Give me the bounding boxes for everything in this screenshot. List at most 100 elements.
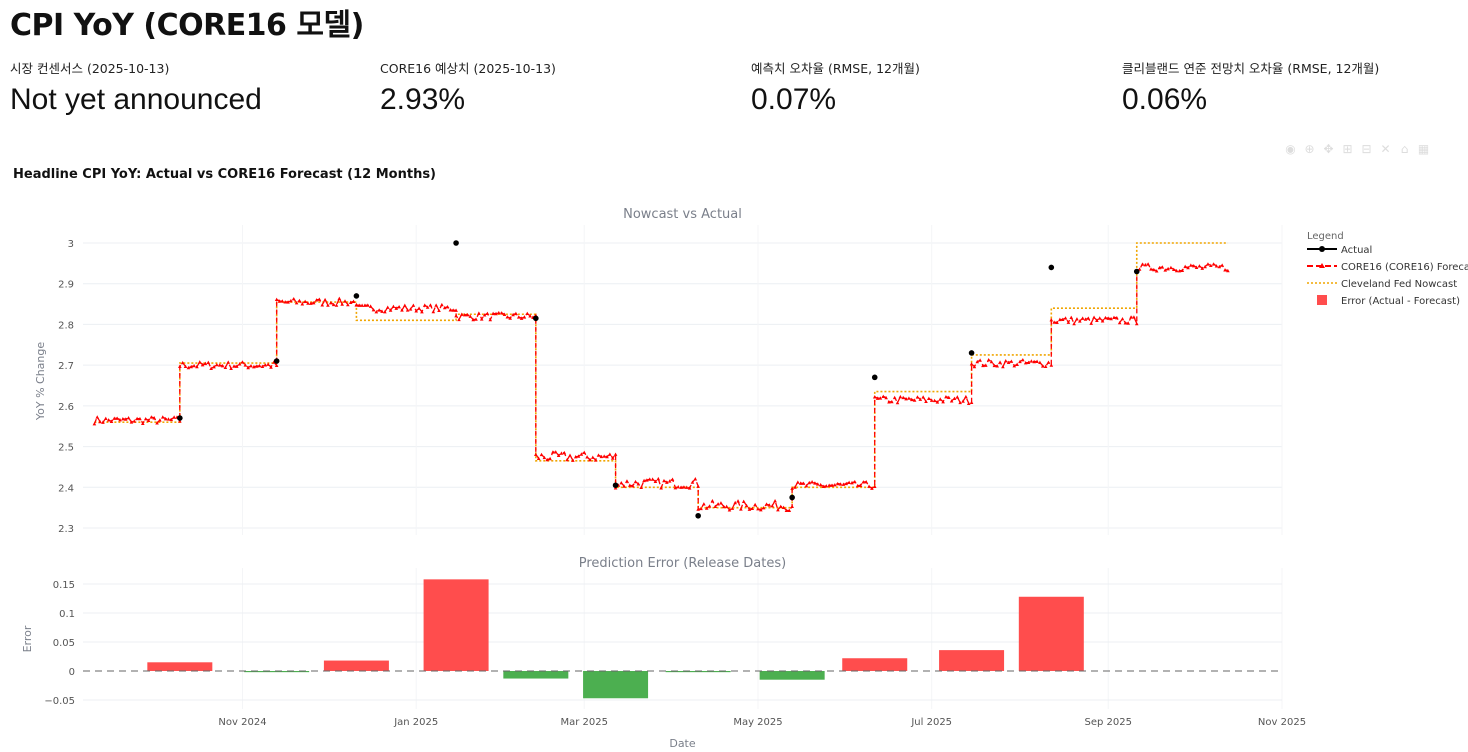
forecast-marker — [163, 416, 168, 421]
forecast-marker — [796, 480, 800, 484]
actual-point — [1048, 264, 1055, 271]
forecast-marker — [861, 480, 866, 484]
forecast-marker — [927, 396, 931, 400]
forecast-marker — [650, 477, 655, 481]
forecast-marker — [548, 456, 552, 461]
forecast-marker — [1223, 268, 1227, 272]
forecast-marker — [138, 416, 142, 421]
forecast-marker — [1058, 317, 1062, 322]
forecast-marker — [1169, 265, 1173, 270]
chart-figure[interactable]: 2.3 2.4 2.5 2.6 2.7 2.8 2.9 3 Nowcast vs Actual Y… — [0, 195, 1468, 752]
actual-point — [871, 374, 878, 381]
pan-icon[interactable]: ✥ — [1323, 142, 1334, 156]
forecast-marker — [212, 365, 216, 369]
metric-value: 0.07% — [751, 83, 837, 116]
forecast-marker — [1214, 264, 1219, 268]
forecast-marker — [872, 395, 877, 399]
forecast-marker — [1035, 359, 1039, 363]
forecast-marker — [334, 303, 339, 307]
metric-label: 시장 컨센서스 (2025-10-13) — [10, 61, 170, 76]
forecast-marker — [821, 484, 826, 488]
forecast-marker — [702, 502, 706, 506]
forecast-marker — [542, 455, 547, 460]
autoscale-icon[interactable]: ✕ — [1380, 142, 1391, 156]
forecast-marker — [887, 400, 891, 404]
forecast-marker — [126, 415, 131, 420]
forecast-marker — [713, 504, 718, 508]
forecast-marker — [593, 458, 598, 462]
forecast-marker — [875, 396, 880, 400]
forecast-marker — [1095, 318, 1099, 322]
forecast-marker — [872, 484, 877, 489]
forecast-marker — [636, 482, 641, 486]
legend-entry-label: Cleveland Fed Nowcast — [1341, 279, 1457, 290]
forecast-marker — [884, 395, 888, 400]
forecast-marker — [1066, 320, 1071, 324]
forecast-marker — [625, 479, 629, 483]
forecast-marker — [573, 454, 578, 459]
forecast-marker — [761, 506, 766, 510]
zoom-out-icon[interactable]: ⊟ — [1361, 142, 1372, 156]
forecast-marker — [1191, 263, 1196, 268]
forecast-marker — [915, 395, 920, 399]
forecast-marker — [351, 299, 356, 303]
forecast-marker — [403, 303, 407, 307]
forecast-marker — [357, 303, 362, 307]
error-bar — [842, 658, 908, 671]
forecast-marker — [1060, 317, 1065, 322]
forecast-marker — [459, 312, 464, 316]
camera-icon[interactable]: ◉ — [1285, 142, 1296, 156]
forecast-marker — [907, 396, 911, 400]
forecast-marker — [647, 477, 652, 481]
forecast-marker — [1009, 359, 1014, 363]
forecast-marker — [946, 395, 951, 399]
forecast-marker — [220, 363, 225, 368]
metric-forecast-rmse: 예측치 오차율 (RMSE, 12개월) 0.07% — [751, 58, 1111, 117]
y-tick-label-top: 2.9 — [58, 280, 74, 291]
plotly-logo-icon[interactable]: ▦ — [1417, 142, 1430, 156]
forecast-marker — [1089, 321, 1093, 325]
forecast-marker — [215, 362, 219, 367]
forecast-marker — [169, 417, 174, 422]
y-tick-label-bottom: 0 — [69, 667, 75, 678]
forecast-marker — [516, 315, 521, 319]
forecast-marker — [818, 482, 823, 487]
reset-icon[interactable]: ⌂ — [1400, 142, 1409, 156]
forecast-marker — [283, 300, 288, 304]
forecast-marker — [146, 418, 151, 422]
forecast-marker — [878, 396, 883, 400]
forecast-marker — [1194, 265, 1199, 269]
forecast-marker — [622, 484, 626, 488]
forecast-marker — [969, 400, 974, 405]
forecast-marker — [553, 450, 558, 454]
forecast-marker — [559, 451, 564, 455]
forecast-marker — [918, 397, 923, 401]
forecast-marker — [719, 501, 723, 505]
forecast-marker — [596, 453, 601, 457]
forecast-marker — [178, 364, 182, 368]
forecast-marker — [724, 504, 729, 509]
forecast-marker — [488, 317, 493, 322]
forecast-marker — [289, 298, 293, 303]
forecast-marker — [682, 485, 686, 489]
forecast-marker — [1200, 266, 1205, 270]
forecast-marker — [200, 362, 205, 367]
forecast-marker — [103, 416, 108, 421]
error-bar — [759, 671, 825, 680]
error-bar — [583, 671, 649, 699]
forecast-marker — [263, 363, 268, 367]
error-bar — [244, 671, 310, 673]
forecast-marker — [693, 477, 698, 481]
zoom-icon[interactable]: ⊕ — [1304, 142, 1315, 156]
forecast-marker — [337, 296, 342, 300]
y-tick-label-bottom: −0.05 — [44, 696, 75, 707]
forecast-marker — [759, 507, 763, 512]
forecast-marker — [1171, 267, 1176, 272]
zoom-in-icon[interactable]: ⊞ — [1342, 142, 1353, 156]
forecast-marker — [203, 361, 208, 366]
forecast-marker — [1018, 359, 1022, 364]
forecast-marker — [944, 395, 948, 399]
metric-value: 2.93% — [380, 83, 466, 116]
forecast-marker — [1077, 319, 1082, 323]
forecast-marker — [377, 308, 381, 312]
